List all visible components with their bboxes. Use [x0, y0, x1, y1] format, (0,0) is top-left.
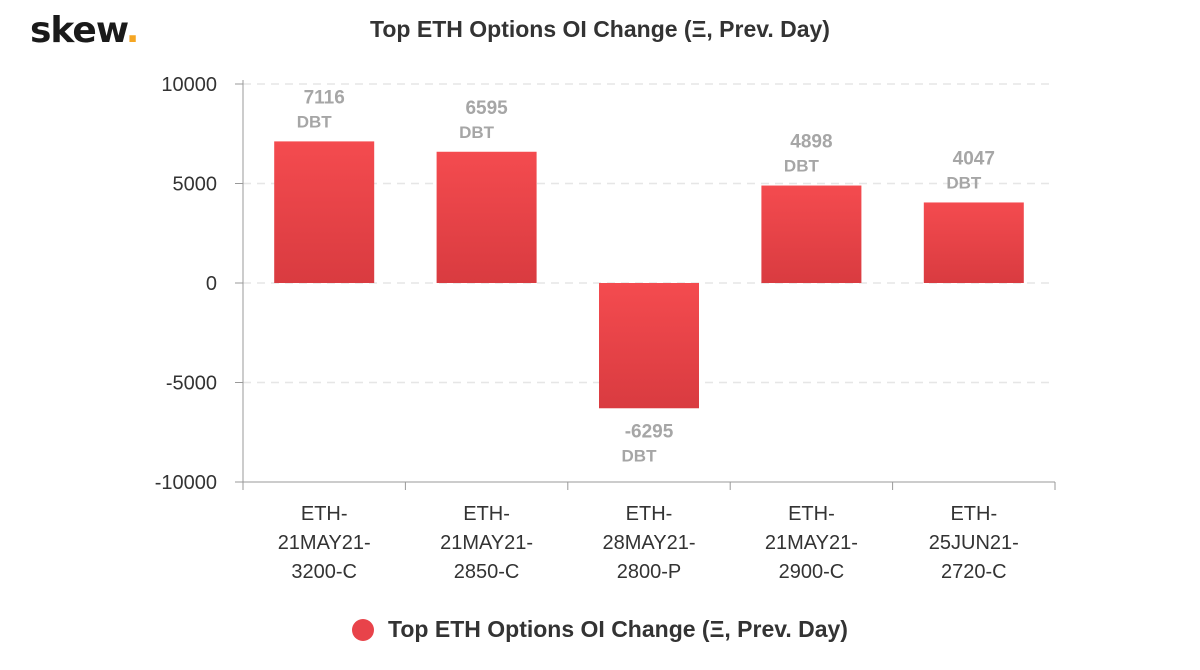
x-tick-label: ETH-	[463, 503, 510, 525]
y-tick-label: -5000	[166, 373, 217, 395]
x-tick-label: ETH-	[301, 503, 348, 525]
x-tick-label: ETH-	[788, 503, 835, 525]
x-tick-label: 21MAY21-	[278, 532, 371, 554]
data-label-unit: DBT	[459, 123, 495, 142]
skew-logo: skew.	[30, 10, 139, 51]
legend-label: Top ETH Options OI Change (Ξ, Prev. Day)	[388, 616, 848, 642]
y-tick-label: -10000	[155, 472, 217, 494]
x-tick-label: 25JUN21-	[929, 532, 1019, 554]
legend-marker	[352, 618, 375, 641]
legend[interactable]: Top ETH Options OI Change (Ξ, Prev. Day)	[0, 616, 1200, 643]
chart-title: Top ETH Options OI Change (Ξ, Prev. Day)	[370, 16, 830, 42]
x-tick-label: 2850-C	[454, 561, 520, 583]
data-label-value: 4898	[790, 132, 832, 153]
x-tick-label: 3200-C	[291, 561, 357, 583]
bar	[923, 202, 1024, 283]
data-label-value: -6295	[625, 421, 674, 442]
x-tick-label: 21MAY21-	[765, 532, 858, 554]
data-labels: 7116 DBT 6595 DBT -6295 DBT 4898 DBT 4047 DBT	[297, 87, 995, 465]
x-tick-label: 2720-C	[941, 561, 1007, 583]
axes	[242, 80, 1055, 483]
y-tick-label: 0	[206, 273, 217, 295]
x-axis-ticks: ETH- 21MAY21- 3200-C ETH- 21MAY21- 2850-C ETH-…	[242, 482, 1056, 583]
bar	[761, 185, 862, 283]
x-tick-label: 21MAY21-	[440, 532, 533, 554]
data-label-unit: DBT	[297, 112, 333, 131]
y-axis-ticks: 10000 5000 0 -5000 -10000	[155, 74, 243, 494]
x-tick-label: ETH-	[626, 503, 673, 525]
x-tick-label: 2900-C	[779, 561, 845, 583]
data-label-unit: DBT	[946, 173, 982, 192]
x-tick-label: ETH-	[950, 503, 997, 525]
y-tick-label: 5000	[173, 174, 218, 196]
bar-chart: 10000 5000 0 -5000 -10000 7116 DBT 6595 DBT -629…	[155, 74, 1056, 583]
data-label-unit: DBT	[784, 157, 820, 176]
bar	[436, 151, 537, 283]
bar	[599, 283, 699, 409]
bars	[274, 141, 1024, 409]
y-tick-label: 10000	[161, 74, 217, 96]
data-label-value: 7116	[304, 87, 345, 108]
data-label-value: 6595	[465, 98, 508, 119]
bar	[274, 141, 375, 283]
data-label-unit: DBT	[622, 446, 658, 465]
data-label-value: 4047	[953, 148, 995, 169]
x-tick-label: 2800-P	[617, 561, 682, 583]
x-tick-label: 28MAY21-	[602, 532, 695, 554]
